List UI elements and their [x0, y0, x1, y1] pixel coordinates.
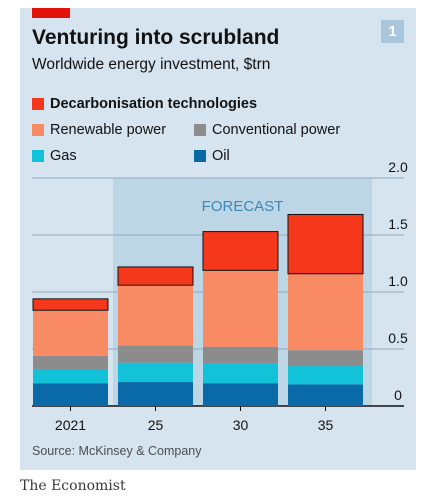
legend-label-gas: Gas	[50, 148, 77, 164]
x-tick-label: 2021	[55, 417, 86, 433]
legend-label-decarbonisation: Decarbonisation technologies	[50, 96, 258, 112]
chart-subtitle: Worldwide energy investment, $trn	[32, 56, 271, 73]
legend-item-renewable: Renewable power	[32, 122, 166, 138]
bar-segment	[118, 345, 193, 363]
x-tick-label: 35	[318, 417, 334, 433]
brand-logo: The Economist	[20, 478, 126, 494]
source-note: Source: McKinsey & Company	[32, 444, 202, 458]
legend-label-conventional: Conventional power	[212, 122, 341, 138]
bar-segment	[33, 383, 108, 406]
forecast-label: FORECAST	[202, 198, 284, 215]
bar-segment	[118, 382, 193, 406]
legend-swatch-renewable	[32, 124, 44, 136]
bar-segment	[203, 383, 278, 406]
y-tick-label: 0	[394, 387, 402, 403]
legend-swatch-conventional	[194, 124, 206, 136]
x-tick-label: 25	[148, 417, 164, 433]
bar-segment	[33, 310, 108, 356]
legend-item-conventional: Conventional power	[194, 122, 340, 138]
legend-label-oil: Oil	[212, 148, 230, 164]
x-tick-label: 30	[233, 417, 249, 433]
legend-swatch-oil	[194, 150, 206, 162]
y-tick-label: 2.0	[388, 159, 408, 175]
bar-segment	[288, 273, 363, 351]
legend-item-decarbonisation: Decarbonisation technologies	[32, 96, 257, 112]
bar-segment	[33, 355, 108, 370]
legend-swatch-decarbonisation	[32, 98, 44, 110]
legend-item-gas: Gas	[32, 148, 77, 164]
bar-segment	[33, 369, 108, 384]
chart-title: Venturing into scrubland	[32, 26, 280, 49]
bar-segment	[203, 346, 278, 364]
bar-segment	[118, 285, 193, 346]
y-tick-label: 1.5	[388, 216, 408, 232]
bar-segment	[202, 231, 279, 271]
bar-segment	[203, 363, 278, 384]
bar-segment	[118, 362, 193, 383]
legend-label-renewable: Renewable power	[50, 122, 167, 138]
legend-item-oil: Oil	[194, 148, 230, 164]
y-tick-label: 1.0	[388, 273, 408, 289]
red-tag	[32, 8, 70, 18]
bar-segment	[117, 266, 194, 286]
bar-segment	[288, 366, 363, 385]
bar-segment	[288, 350, 363, 367]
bar-segment	[32, 298, 109, 311]
chart-number-badge: 1	[381, 20, 404, 43]
bar-segment	[288, 384, 363, 406]
bar-segment	[287, 213, 364, 275]
y-tick-label: 0.5	[388, 330, 408, 346]
bar-segment	[203, 270, 278, 347]
legend-swatch-gas	[32, 150, 44, 162]
